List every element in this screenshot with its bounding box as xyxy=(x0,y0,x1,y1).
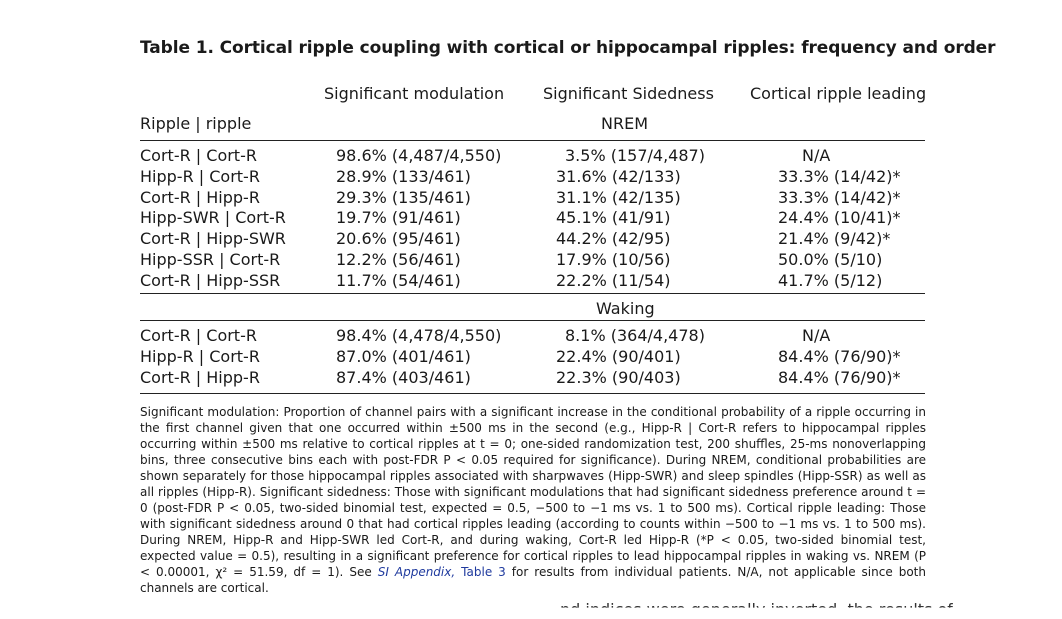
modulation-cell: 28.9% (133/461) xyxy=(336,166,471,186)
sidedness-cell: 22.2% (11/54) xyxy=(556,270,671,290)
table-row: Hipp-R | Cort-R 28.9% (133/461) 31.6% (4… xyxy=(140,167,926,188)
table-row: Cort-R | Cort-R 98.4% (4,478/4,550) 8.1%… xyxy=(140,326,926,347)
leading-cell: 84.4% (76/90)* xyxy=(778,346,901,366)
pair-cell: Cort-R | Hipp-R xyxy=(140,187,260,207)
section-rule-bottom xyxy=(140,320,925,321)
leading-cell: 41.7% (5/12) xyxy=(778,270,883,290)
table-row: Cort-R | Hipp-SWR 20.6% (95/461) 44.2% (… xyxy=(140,229,926,250)
waking-rows: Cort-R | Cort-R 98.4% (4,478/4,550) 8.1%… xyxy=(140,326,926,388)
modulation-cell: 29.3% (135/461) xyxy=(336,187,471,207)
leading-cell: N/A xyxy=(802,326,831,345)
row-header: Ripple | ripple xyxy=(140,114,252,133)
table-footnote: Significant modulation: Proportion of ch… xyxy=(140,404,926,596)
table-row: Hipp-R | Cort-R 87.0% (401/461) 22.4% (9… xyxy=(140,347,926,368)
section-waking: Waking xyxy=(596,299,655,318)
sidedness-cell: 44.2% (42/95) xyxy=(556,229,671,249)
pair-cell: Cort-R | Cort-R xyxy=(140,326,257,345)
sidedness-cell: 3.5% (157/4,487) xyxy=(565,146,705,165)
pair-cell: Cort-R | Cort-R xyxy=(140,146,257,165)
modulation-cell: 98.4% (4,478/4,550) xyxy=(336,326,502,345)
leading-cell: 33.3% (14/42)* xyxy=(778,187,901,207)
table-row: Cort-R | Hipp-R 87.4% (403/461) 22.3% (9… xyxy=(140,368,926,389)
partial-body-text: nd indices were generally inverted, the … xyxy=(560,600,953,619)
footnote-text-end: for results from individual patients. N/… xyxy=(140,565,926,595)
pair-cell: Hipp-R | Cort-R xyxy=(140,166,260,186)
table-row: Cort-R | Cort-R 98.6% (4,487/4,550) 3.5%… xyxy=(140,146,926,167)
modulation-cell: 11.7% (54/461) xyxy=(336,270,461,290)
pair-cell: Cort-R | Hipp-R xyxy=(140,367,260,387)
leading-cell: 84.4% (76/90)* xyxy=(778,367,901,387)
table-title: Table 1. Cortical ripple coupling with c… xyxy=(140,38,996,58)
modulation-cell: 98.6% (4,487/4,550) xyxy=(336,146,502,165)
sidedness-cell: 17.9% (10/56) xyxy=(556,249,671,269)
table-row: Cort-R | Hipp-SSR 11.7% (54/461) 22.2% (… xyxy=(140,271,926,292)
leading-cell: 21.4% (9/42)* xyxy=(778,229,891,249)
table-row: Hipp-SWR | Cort-R 19.7% (91/461) 45.1% (… xyxy=(140,208,926,229)
table-row: Cort-R | Hipp-R 29.3% (135/461) 31.1% (4… xyxy=(140,188,926,209)
leading-cell: 50.0% (5/10) xyxy=(778,249,883,269)
leading-cell: 33.3% (14/42)* xyxy=(778,166,901,186)
header-rule xyxy=(140,140,925,141)
pair-cell: Hipp-SSR | Cort-R xyxy=(140,249,281,269)
modulation-cell: 87.0% (401/461) xyxy=(336,346,471,366)
leading-cell: 24.4% (10/41)* xyxy=(778,208,901,228)
pair-cell: Hipp-SWR | Cort-R xyxy=(140,208,286,228)
section-rule-top xyxy=(140,293,925,294)
sidedness-cell: 45.1% (41/91) xyxy=(556,208,671,228)
section-nrem: NREM xyxy=(601,114,648,133)
leading-cell: N/A xyxy=(802,146,831,165)
pair-cell: Cort-R | Hipp-SSR xyxy=(140,270,281,290)
col-header-significant-modulation: Significant modulation xyxy=(324,84,505,103)
pair-cell: Hipp-R | Cort-R xyxy=(140,346,260,366)
col-header-cortical-ripple-leading: Cortical ripple leading xyxy=(750,84,927,103)
si-appendix-link[interactable]: SI Appendix, xyxy=(377,565,456,579)
table-3-link[interactable]: Table 3 xyxy=(461,565,506,579)
sidedness-cell: 22.3% (90/403) xyxy=(556,367,681,387)
col-header-significant-sidedness: Significant Sidedness xyxy=(543,84,714,103)
modulation-cell: 87.4% (403/461) xyxy=(336,367,471,387)
modulation-cell: 12.2% (56/461) xyxy=(336,249,461,269)
sidedness-cell: 31.6% (42/133) xyxy=(556,166,681,186)
sidedness-cell: 31.1% (42/135) xyxy=(556,187,681,207)
table-row: Hipp-SSR | Cort-R 12.2% (56/461) 17.9% (… xyxy=(140,250,926,271)
modulation-cell: 19.7% (91/461) xyxy=(336,208,461,228)
sidedness-cell: 22.4% (90/401) xyxy=(556,346,681,366)
footnote-text: Significant modulation: Proportion of ch… xyxy=(140,405,926,579)
modulation-cell: 20.6% (95/461) xyxy=(336,229,461,249)
pair-cell: Cort-R | Hipp-SWR xyxy=(140,229,286,249)
nrem-rows: Cort-R | Cort-R 98.6% (4,487/4,550) 3.5%… xyxy=(140,146,926,292)
bottom-rule xyxy=(140,393,925,394)
sidedness-cell: 8.1% (364/4,478) xyxy=(565,326,705,345)
